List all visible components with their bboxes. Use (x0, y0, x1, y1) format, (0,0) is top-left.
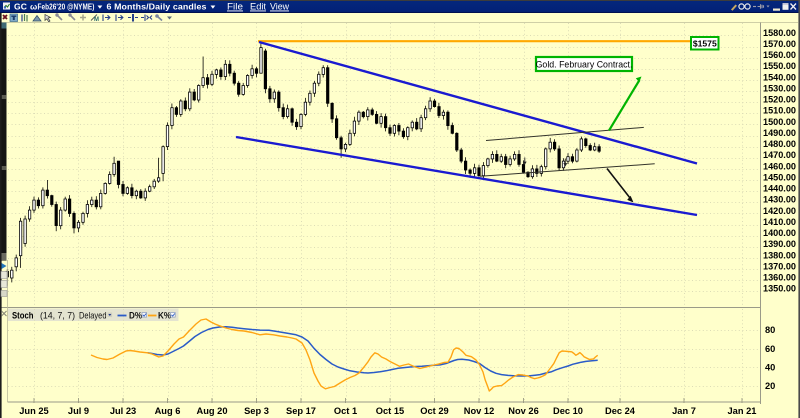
svg-text:1530.00: 1530.00 (763, 83, 796, 93)
svg-text:Nov 26: Nov 26 (508, 406, 539, 416)
svg-text:1560.00: 1560.00 (763, 50, 796, 60)
svg-text:1460.00: 1460.00 (763, 161, 796, 171)
svg-text:1400.00: 1400.00 (763, 228, 796, 238)
svg-text:1450.00: 1450.00 (763, 172, 796, 182)
svg-text:6 Months/Daily candles: 6 Months/Daily candles (107, 2, 207, 12)
svg-text:1360.00: 1360.00 (763, 273, 796, 283)
svg-text:Oct 29: Oct 29 (420, 406, 448, 416)
svg-text:View: View (270, 2, 290, 12)
svg-text:1420.00: 1420.00 (763, 206, 796, 216)
svg-text:Dec 24: Dec 24 (605, 406, 636, 416)
svg-text:Feb26'20 @NYME): Feb26'20 @NYME) (38, 2, 95, 12)
svg-text:Aug 6: Aug 6 (155, 406, 181, 416)
svg-text:20: 20 (765, 381, 775, 391)
svg-text:1580.00: 1580.00 (763, 28, 796, 38)
svg-text:$1575: $1575 (693, 39, 717, 49)
svg-text:D%: D% (129, 311, 142, 321)
svg-text:M: M (94, 17, 99, 23)
svg-text:Oct 15: Oct 15 (376, 406, 404, 416)
svg-text:GC: GC (14, 2, 27, 12)
svg-text:Edit: Edit (250, 2, 267, 12)
svg-text:1390.00: 1390.00 (763, 239, 796, 249)
svg-text:Jan 21: Jan 21 (728, 406, 757, 416)
svg-text:1520.00: 1520.00 (763, 95, 796, 105)
svg-text:Dec 10: Dec 10 (553, 406, 583, 416)
svg-text:1430.00: 1430.00 (763, 195, 796, 205)
svg-text:Nov 12: Nov 12 (464, 406, 495, 416)
svg-text:1350.00: 1350.00 (763, 284, 796, 294)
svg-text:60: 60 (765, 344, 775, 354)
svg-text:40: 40 (765, 362, 775, 372)
svg-text:Jul 23: Jul 23 (110, 406, 136, 416)
svg-text:1570.00: 1570.00 (763, 39, 796, 49)
svg-text:1540.00: 1540.00 (763, 72, 796, 82)
svg-text:1440.00: 1440.00 (763, 184, 796, 194)
svg-text:1370.00: 1370.00 (763, 261, 796, 271)
svg-text:Gold. February Contract.: Gold. February Contract. (536, 59, 633, 69)
svg-text:File: File (227, 2, 243, 12)
svg-text:Sep 3: Sep 3 (244, 406, 269, 416)
svg-text:(14, 7, 7): (14, 7, 7) (40, 311, 75, 321)
svg-text:Jun 25: Jun 25 (19, 406, 48, 416)
svg-text:1490.00: 1490.00 (763, 128, 796, 138)
svg-text:Sep 17: Sep 17 (286, 406, 316, 416)
svg-text:Stoch: Stoch (12, 311, 34, 321)
svg-text:Jan 7: Jan 7 (672, 406, 696, 416)
svg-text:Delayed: Delayed (79, 311, 107, 321)
svg-text:1410.00: 1410.00 (763, 217, 796, 227)
svg-text:Oct 1: Oct 1 (334, 406, 357, 416)
svg-text:Jul 9: Jul 9 (68, 406, 89, 416)
svg-text:80: 80 (765, 325, 775, 335)
svg-text:1500.00: 1500.00 (763, 117, 796, 127)
svg-text:1480.00: 1480.00 (763, 139, 796, 149)
svg-text:Aug 20: Aug 20 (197, 406, 228, 416)
svg-text:1510.00: 1510.00 (763, 106, 796, 116)
svg-text:ω: ω (30, 2, 37, 12)
svg-text:K%: K% (158, 311, 171, 321)
svg-text:1550.00: 1550.00 (763, 61, 796, 71)
svg-text:1470.00: 1470.00 (763, 150, 796, 160)
svg-text:1380.00: 1380.00 (763, 250, 796, 260)
